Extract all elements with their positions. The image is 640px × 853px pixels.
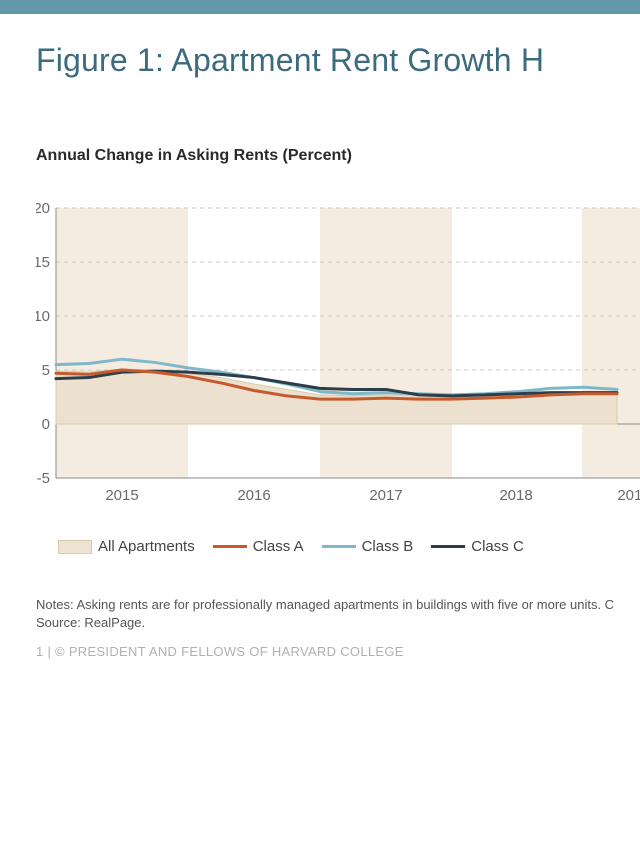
chart-subtitle: Annual Change in Asking Rents (Percent) — [36, 147, 640, 165]
chart-notes: Notes: Asking rents are for professional… — [36, 596, 614, 631]
svg-text:-5: -5 — [37, 470, 50, 487]
legend-swatch-line — [322, 545, 356, 548]
legend: All Apartments Class A Class B Class C — [58, 538, 524, 555]
svg-text:2019: 2019 — [617, 487, 640, 504]
chart-area: -5 0 5 10 15 20 2015 2016 2017 2018 2019 — [36, 198, 640, 518]
svg-text:2015: 2015 — [105, 487, 138, 504]
legend-label: Class C — [471, 538, 524, 555]
legend-item-class-a: Class A — [213, 538, 304, 555]
svg-text:10: 10 — [36, 308, 50, 325]
svg-text:2016: 2016 — [237, 487, 270, 504]
legend-item-all: All Apartments — [58, 538, 195, 555]
legend-label: Class A — [253, 538, 304, 555]
line-chart-svg: -5 0 5 10 15 20 2015 2016 2017 2018 2019 — [36, 198, 640, 518]
svg-text:15: 15 — [36, 254, 50, 271]
svg-text:0: 0 — [42, 416, 50, 433]
legend-label: Class B — [362, 538, 414, 555]
legend-swatch-line — [213, 545, 247, 548]
notes-line: Notes: Asking rents are for professional… — [36, 596, 614, 614]
footer-copyright: 1 | © PRESIDENT AND FELLOWS OF HARVARD C… — [36, 644, 404, 659]
legend-item-class-b: Class B — [322, 538, 414, 555]
svg-text:20: 20 — [36, 200, 50, 217]
svg-text:5: 5 — [42, 362, 50, 379]
legend-swatch-line — [431, 545, 465, 548]
top-bar — [0, 0, 640, 14]
legend-label: All Apartments — [98, 538, 195, 555]
svg-text:2018: 2018 — [499, 487, 532, 504]
legend-item-class-c: Class C — [431, 538, 524, 555]
figure-title: Figure 1: Apartment Rent Growth H — [36, 42, 640, 79]
legend-swatch-area — [58, 540, 92, 554]
svg-text:2017: 2017 — [369, 487, 402, 504]
notes-line: Source: RealPage. — [36, 614, 614, 632]
